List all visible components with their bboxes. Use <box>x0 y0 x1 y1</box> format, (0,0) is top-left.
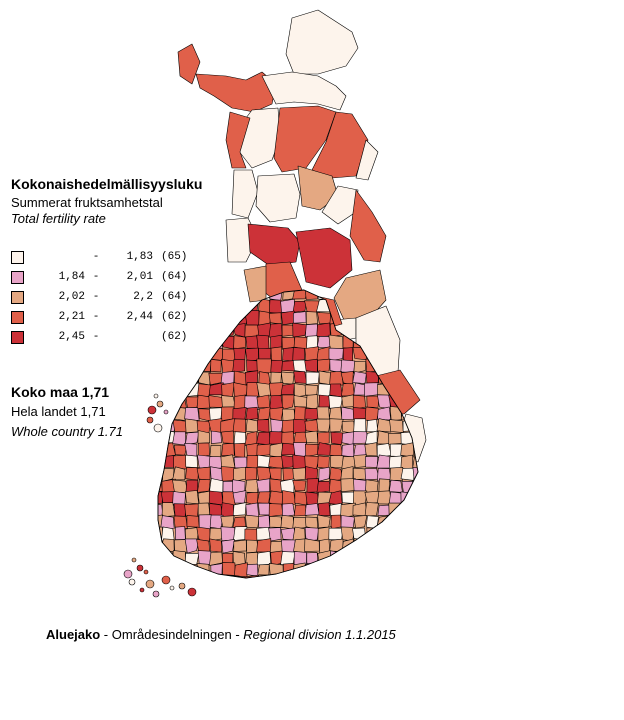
legend-lower: 1,84 <box>58 271 85 283</box>
legend-dash: - <box>92 291 100 303</box>
legend-count: (65) <box>161 251 188 263</box>
footer-regional-division: Aluejako - Områdesindelningen - Regional… <box>46 627 396 642</box>
country-total-swedish: Hela landet 1,71 <box>11 404 106 419</box>
country-total-finnish: Koko maa 1,71 <box>11 384 110 400</box>
map-subtitle-swedish: Summerat fruktsamhetstal <box>11 195 163 210</box>
legend-dash: - <box>92 271 100 283</box>
legend-dash: - <box>92 311 100 323</box>
map-subtitle-english: Total fertility rate <box>11 211 106 226</box>
legend-swatch <box>11 311 24 324</box>
footer-finnish: Aluejako <box>46 627 101 642</box>
footer-separator: - <box>100 627 112 642</box>
country-total-english: Whole country 1.71 <box>11 424 124 439</box>
legend-swatch <box>11 331 24 344</box>
legend-upper: 1,83 <box>126 251 153 263</box>
legend-upper: 2,2 <box>133 291 153 303</box>
footer-swedish: Områdesindelningen <box>111 627 232 642</box>
footer-english: Regional division 1.1.2015 <box>243 627 396 642</box>
legend-lower: 2,21 <box>58 311 85 323</box>
legend-dash: - <box>92 251 100 263</box>
legend-swatch <box>11 291 24 304</box>
legend-count: (62) <box>161 331 188 343</box>
legend-count: (62) <box>161 311 188 323</box>
legend-upper: 2,44 <box>126 311 153 323</box>
legend-swatch <box>11 251 24 264</box>
legend-dash: - <box>92 331 100 343</box>
map-title: Kokonaishedelmällisyysluku <box>11 176 203 192</box>
legend-upper: 2,01 <box>126 271 153 283</box>
legend-lower: 2,45 <box>58 331 85 343</box>
legend-swatch <box>11 271 24 284</box>
footer-separator: - <box>231 627 244 642</box>
legend-count: (64) <box>161 271 188 283</box>
legend-count: (64) <box>161 291 188 303</box>
legend-lower: 2,02 <box>58 291 85 303</box>
